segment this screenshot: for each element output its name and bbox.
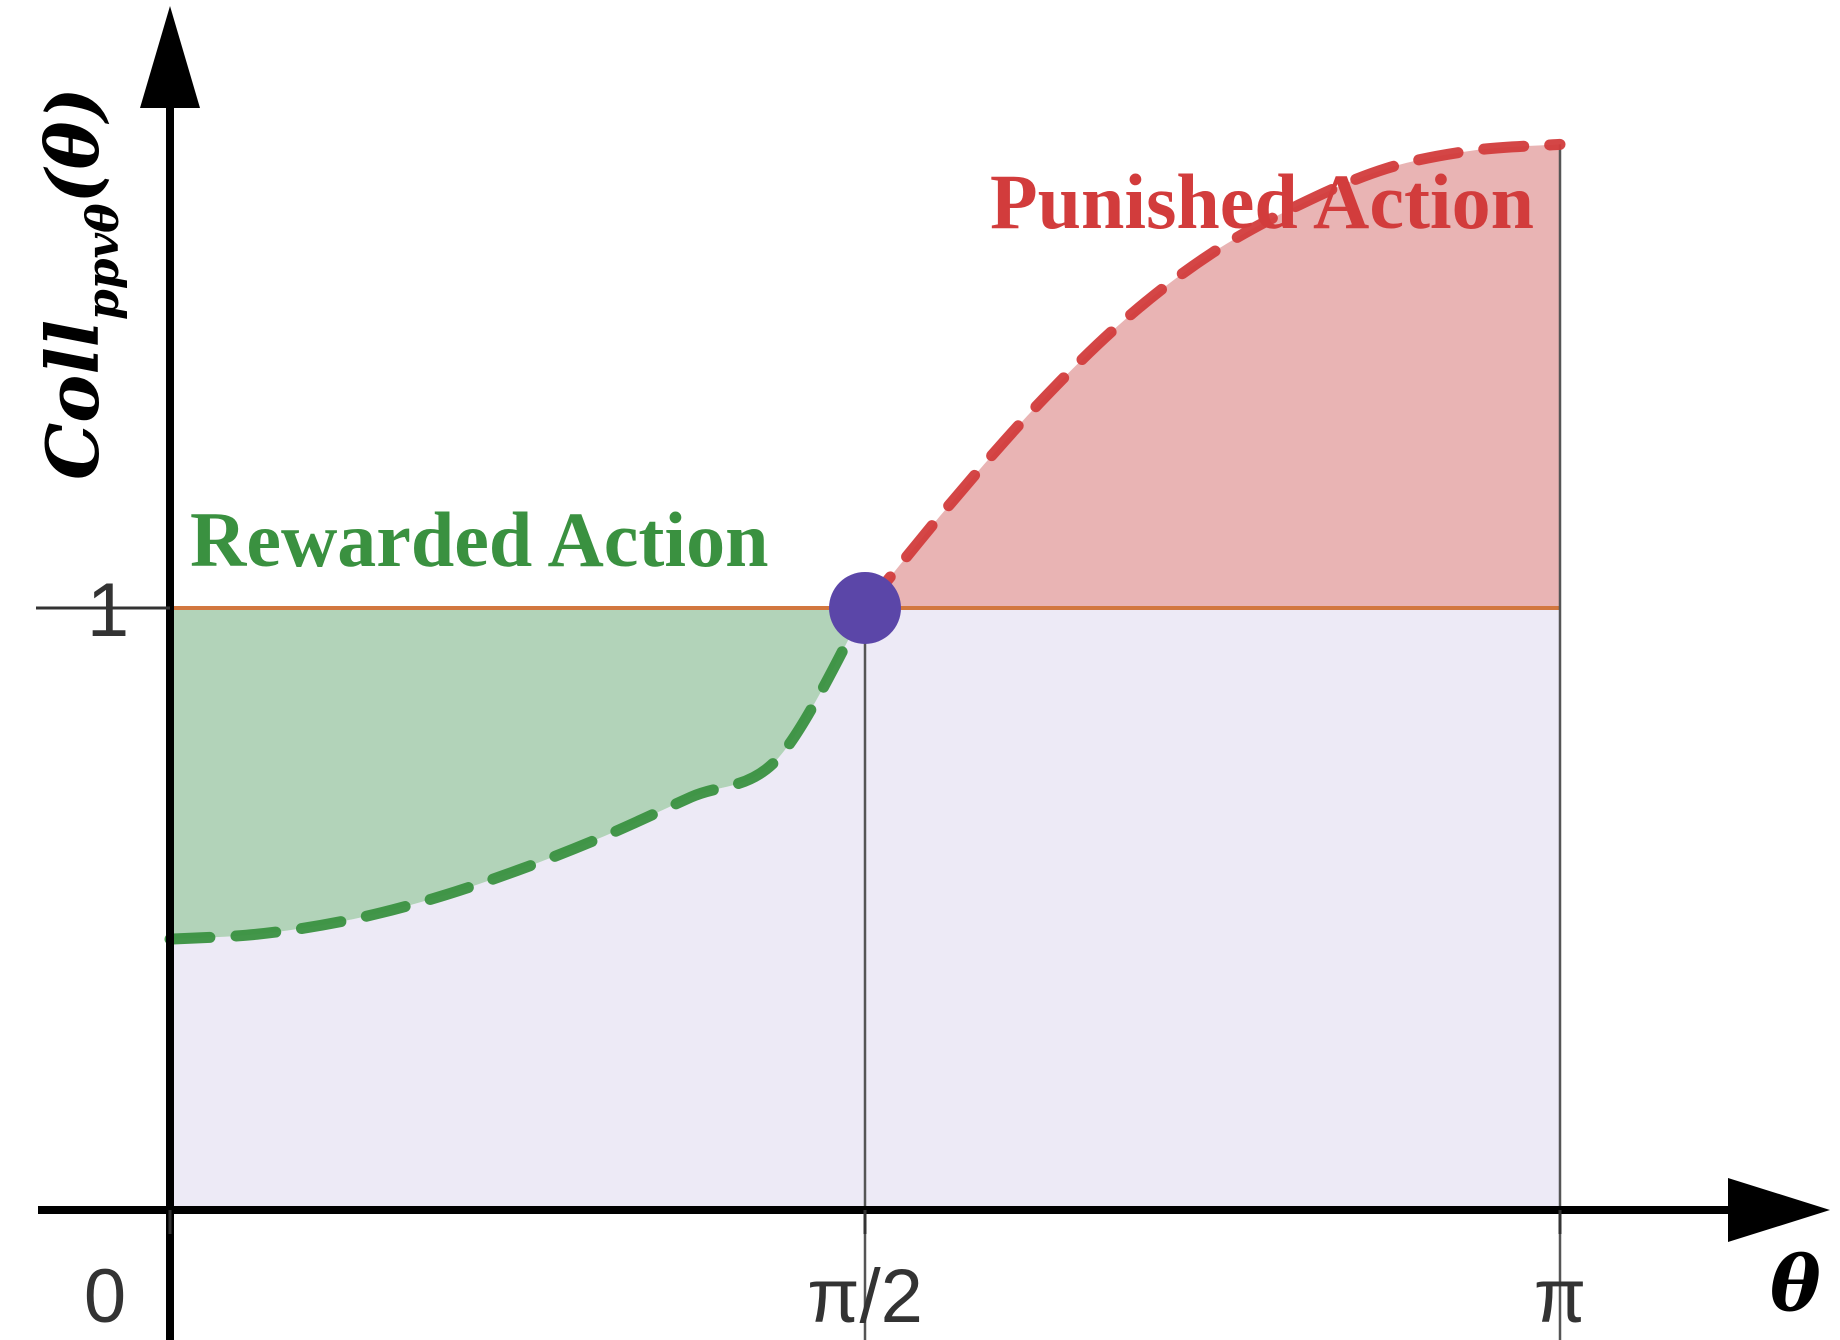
ticks: 0 π/2 π 1 (36, 568, 1586, 1339)
rewarded-area (170, 607, 866, 940)
y-axis-title-subscript: ppvθ (78, 203, 129, 320)
x-tick-label: π (1534, 1254, 1586, 1339)
x-tick-label: π/2 (807, 1254, 923, 1339)
punished-area (865, 144, 1560, 608)
y-axis-title-arg: (θ) (30, 87, 115, 203)
intersection-point (829, 571, 901, 644)
punished-curve (859, 138, 1566, 614)
markers (829, 571, 901, 644)
y-axis-title-main: Coll (30, 320, 115, 480)
legend-label-rewarded: Rewarded Action (190, 496, 768, 583)
y-tick-label: 1 (87, 568, 129, 653)
x-tick-label: 0 (84, 1254, 126, 1339)
legend-label-punished: Punished Action (990, 158, 1534, 245)
y-axis-arrow (140, 6, 200, 108)
axes (38, 6, 1830, 1340)
x-axis-title: θ (1770, 1239, 1821, 1328)
svg-text:Collppvθ(θ): Collppvθ(θ) (30, 87, 129, 480)
series-curves (164, 138, 1566, 945)
rewarded-curve (164, 602, 871, 945)
x-axis-arrow (1728, 1178, 1830, 1242)
y-axis-title: Collppvθ(θ) (30, 87, 129, 480)
